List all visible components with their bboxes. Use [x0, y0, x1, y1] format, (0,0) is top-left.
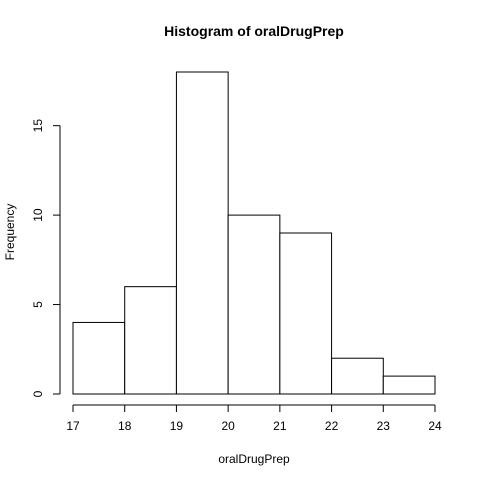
- histogram-bar-20-21: [227, 214, 281, 395]
- histogram-bar-21-22: [279, 232, 333, 395]
- x-tick-label-19: 19: [170, 419, 184, 433]
- y-axis-label: Frequency: [3, 204, 17, 261]
- x-tick-label-18: 18: [118, 419, 132, 433]
- x-axis-label: oralDrugPrep: [218, 452, 290, 466]
- x-tick-label-21: 21: [273, 419, 287, 433]
- histogram-bar-18-19: [124, 286, 177, 395]
- bars-group: [72, 71, 436, 395]
- y-tick-label-0: 0: [31, 390, 45, 397]
- x-tick-label-22: 22: [325, 419, 339, 433]
- histogram-bar-22-23: [331, 357, 384, 395]
- x-axis: 17 18 19 20 21 22 23 24: [66, 404, 442, 433]
- y-axis: 0 5 10 15: [31, 119, 61, 397]
- y-tick-label-5: 5: [31, 301, 45, 308]
- y-tick-label-15: 15: [31, 119, 45, 133]
- x-tick-label-20: 20: [221, 419, 235, 433]
- y-tick-label-10: 10: [31, 208, 45, 222]
- histogram-bar-19-20: [175, 71, 229, 395]
- chart-title: Histogram of oralDrugPrep: [164, 23, 344, 39]
- x-tick-label-17: 17: [66, 419, 80, 433]
- histogram-bar-17-18: [72, 321, 126, 395]
- histogram-bar-23-24: [382, 375, 436, 395]
- x-tick-label-23: 23: [377, 419, 391, 433]
- x-tick-label-24: 24: [428, 419, 442, 433]
